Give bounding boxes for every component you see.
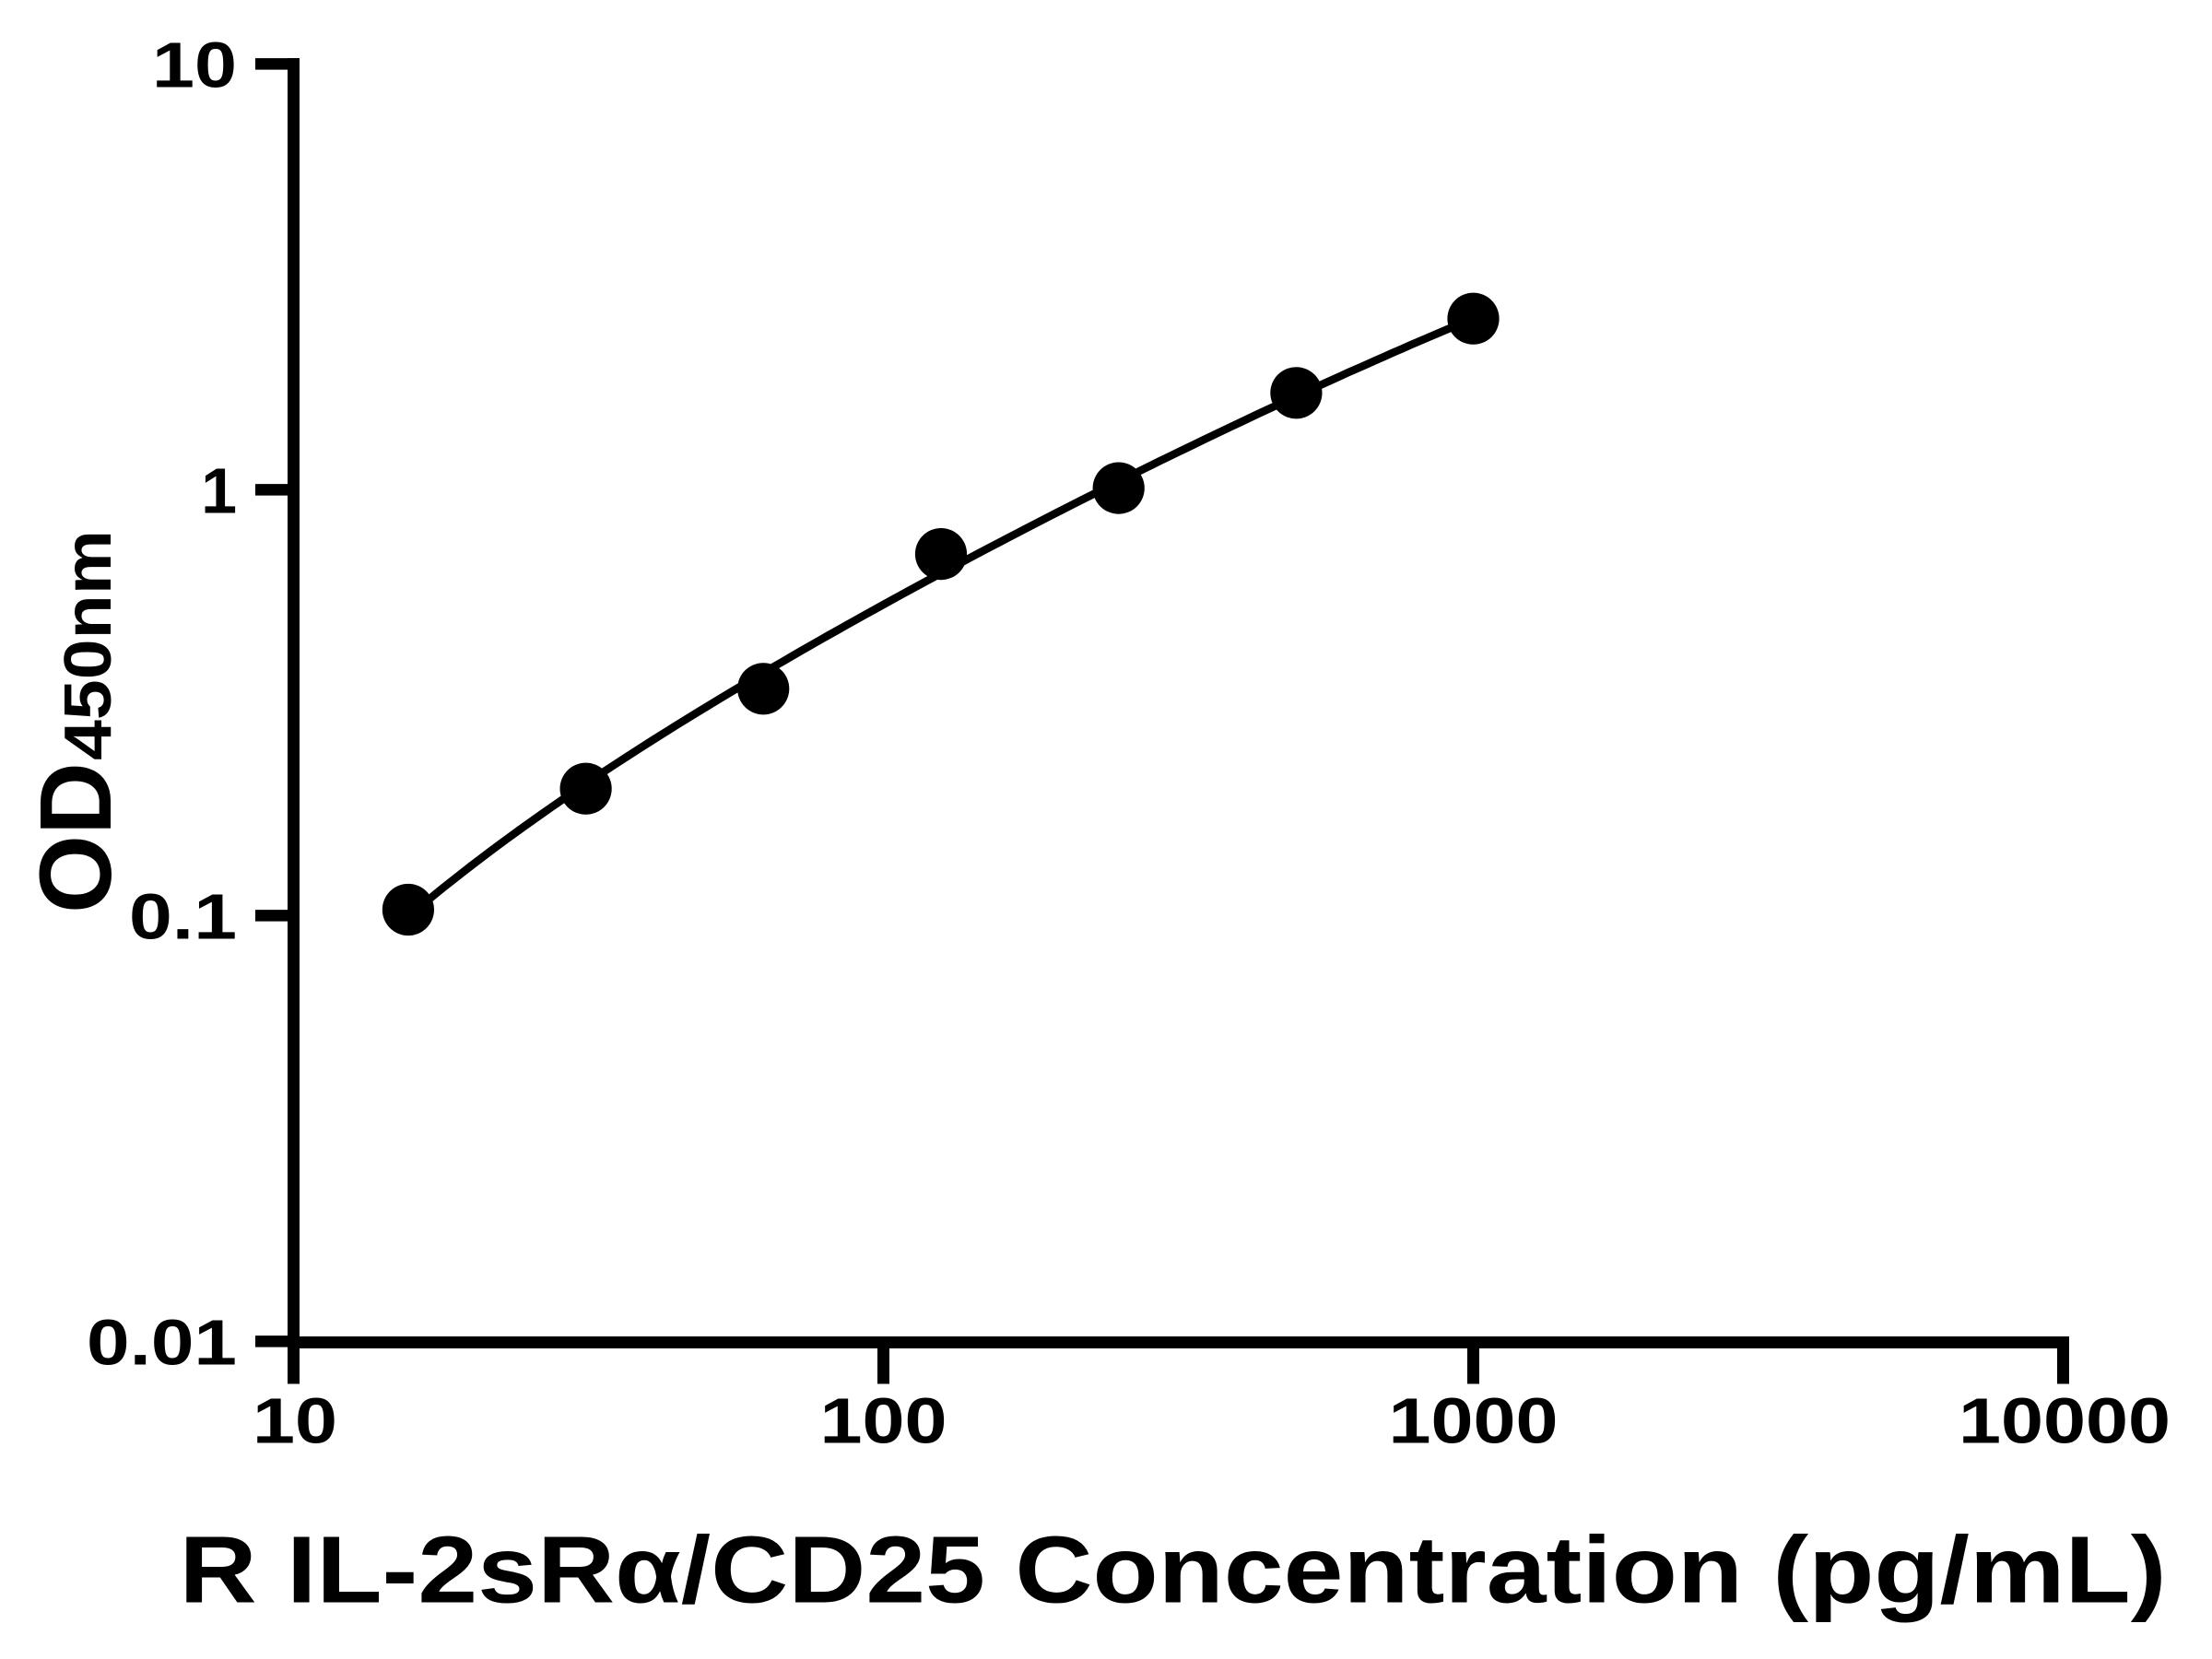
- svg-text:10000: 10000: [1959, 1385, 2171, 1457]
- svg-text:1000: 1000: [1389, 1385, 1559, 1457]
- svg-text:0.01: 0.01: [87, 1306, 237, 1378]
- svg-text:1: 1: [201, 454, 237, 526]
- svg-text:R IL-2sRα/CD25 Concentration (: R IL-2sRα/CD25 Concentration (pg/mL): [180, 1517, 2167, 1623]
- svg-text:0.1: 0.1: [129, 880, 237, 952]
- svg-text:100: 100: [820, 1385, 947, 1457]
- svg-text:OD: OD: [19, 762, 133, 913]
- svg-text:10: 10: [253, 1385, 337, 1457]
- svg-text:450nm: 450nm: [52, 530, 125, 760]
- svg-text:10: 10: [152, 29, 237, 100]
